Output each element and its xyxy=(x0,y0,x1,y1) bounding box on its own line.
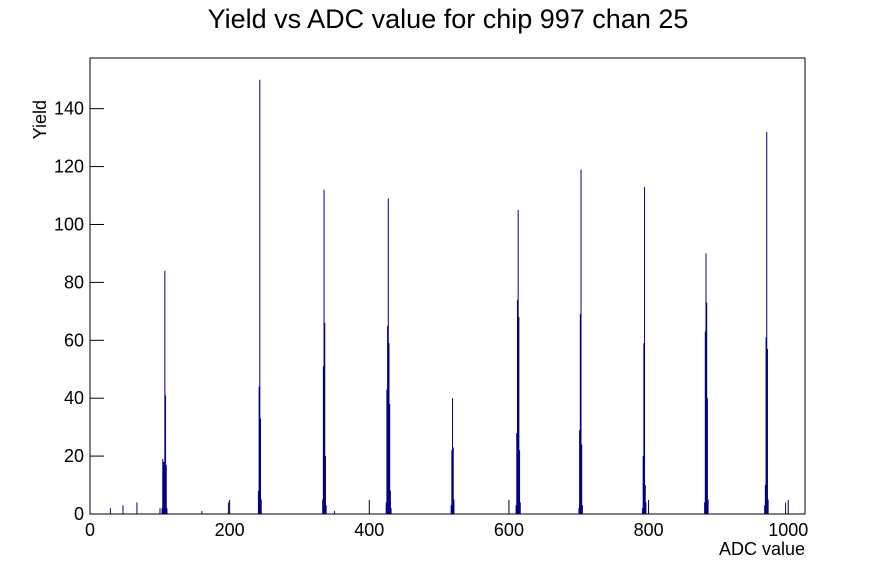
bin-bar xyxy=(453,499,455,514)
bin-bar xyxy=(644,485,646,514)
bin-bar xyxy=(386,389,388,514)
x-tick-label: 400 xyxy=(354,520,384,540)
bin-bar xyxy=(227,502,229,514)
bin-bar xyxy=(387,198,389,514)
bin-bar xyxy=(517,210,519,514)
bin-bar xyxy=(324,456,326,514)
bin-bar xyxy=(163,461,165,514)
bin-bar xyxy=(166,508,168,514)
y-tick-label: 60 xyxy=(64,330,84,350)
bin-bar xyxy=(136,502,138,514)
bin-bar xyxy=(642,456,644,514)
x-axis-label: ADC value xyxy=(719,539,805,559)
bin-bar xyxy=(259,79,261,514)
plot-frame xyxy=(89,57,806,515)
bin-bar xyxy=(704,502,706,514)
bin-bar xyxy=(385,502,387,514)
bin-bar xyxy=(162,458,164,514)
y-tick-label: 20 xyxy=(64,446,84,466)
bin-bar xyxy=(257,490,259,514)
bin-bar xyxy=(579,314,581,514)
bin-bar xyxy=(706,398,708,514)
y-axis-label: Yield xyxy=(30,100,50,139)
bin-bar xyxy=(452,447,454,514)
bin-bar xyxy=(581,444,583,514)
bin-bar xyxy=(323,189,325,514)
bin-bar xyxy=(518,317,520,514)
bin-bar xyxy=(644,186,646,515)
bin-bar xyxy=(258,386,260,514)
bin-bar xyxy=(388,343,390,514)
bin-bar xyxy=(325,505,327,514)
bin-bar xyxy=(580,169,582,514)
bin-bar xyxy=(164,270,166,514)
x-tick-label: 0 xyxy=(85,520,95,540)
bin-bar xyxy=(515,505,517,514)
bin-bar xyxy=(322,366,324,514)
y-tick-label: 40 xyxy=(64,388,84,408)
bin-bar xyxy=(109,508,111,514)
x-tick-label: 600 xyxy=(494,520,524,540)
bin-bar xyxy=(260,499,262,514)
bin-bar xyxy=(764,505,766,514)
bin-bar xyxy=(766,348,768,514)
bin-bar xyxy=(122,505,124,514)
bin-bar xyxy=(767,499,769,514)
bin-bar xyxy=(581,505,583,514)
bin-bar xyxy=(785,502,787,514)
bin-bar xyxy=(389,490,391,514)
bin-bar xyxy=(161,508,163,514)
bin-bar xyxy=(516,432,518,514)
bin-bar xyxy=(706,302,708,514)
bin-bar xyxy=(643,343,645,514)
bin-bar xyxy=(260,418,262,514)
bin-bar xyxy=(322,499,324,514)
bin-bar xyxy=(324,322,326,514)
bin-bar xyxy=(165,395,167,514)
bin-bar xyxy=(578,508,580,514)
y-tick-label: 0 xyxy=(74,504,84,524)
bin-bar xyxy=(450,505,452,514)
bin-bar xyxy=(387,325,389,514)
bin-bar xyxy=(707,499,709,514)
x-tick-label: 800 xyxy=(634,520,664,540)
bin-bar xyxy=(645,502,647,514)
bin-bar xyxy=(390,508,392,514)
bin-bar xyxy=(516,299,518,514)
bin-bar xyxy=(201,511,203,514)
bin-bar xyxy=(641,508,643,514)
x-tick-label: 200 xyxy=(215,520,245,540)
bin-bar xyxy=(705,253,707,514)
bin-bar xyxy=(519,450,521,514)
bin-bar xyxy=(334,511,336,514)
bin-bar xyxy=(766,131,768,515)
bin-bar xyxy=(452,398,454,514)
bin-bar xyxy=(519,502,521,514)
bin-bar xyxy=(765,337,767,514)
y-tick-label: 120 xyxy=(54,157,84,177)
bin-bar xyxy=(579,430,581,514)
bin-bar xyxy=(704,331,706,514)
bin-bar xyxy=(764,485,766,514)
y-tick-label: 100 xyxy=(54,214,84,234)
bin-bar xyxy=(451,450,453,514)
bin-bar xyxy=(159,508,161,514)
x-tick-label: 1000 xyxy=(768,520,808,540)
y-tick-label: 80 xyxy=(64,272,84,292)
chart-title: Yield vs ADC value for chip 997 chan 25 xyxy=(208,4,689,34)
bin-bar xyxy=(389,403,391,514)
bin-bar xyxy=(162,461,164,514)
bin-bar xyxy=(165,464,167,514)
y-tick-label: 140 xyxy=(54,99,84,119)
